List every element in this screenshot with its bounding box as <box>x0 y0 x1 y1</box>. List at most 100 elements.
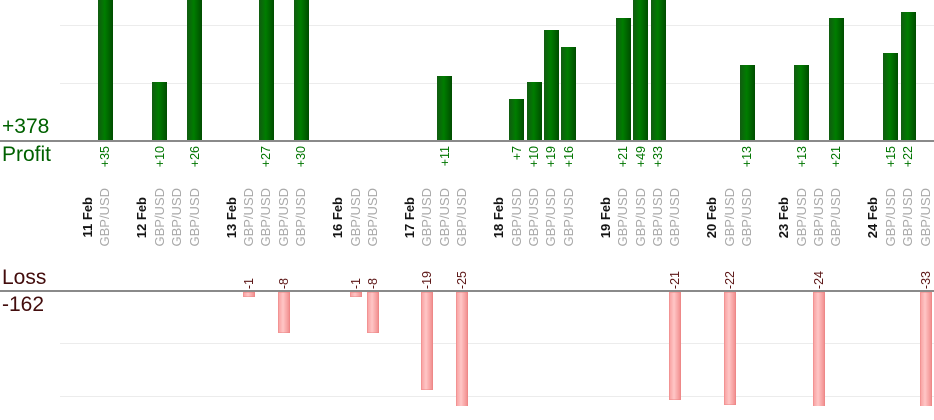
symbol-label-slot: GBP/USD <box>827 185 845 250</box>
symbol-label: GBP/USD <box>169 188 185 247</box>
profit-bar <box>437 76 453 140</box>
loss-bar <box>813 292 825 406</box>
symbol-label: GBP/USD <box>419 188 435 247</box>
profit-value-label: +30 <box>294 146 309 168</box>
profit-bar <box>615 18 631 140</box>
date-label: 18 Feb <box>491 196 507 239</box>
symbol-label: GBP/USD <box>454 188 470 247</box>
loss-bar <box>367 292 379 333</box>
date-label-slot: 18 Feb <box>490 185 508 250</box>
symbol-label: GBP/USD <box>241 188 256 247</box>
symbol-label: GBP/USD <box>526 188 541 247</box>
symbol-label: GBP/USD <box>275 188 291 247</box>
loss-value-label: -33 <box>918 270 933 289</box>
profit-axis-line <box>0 140 934 142</box>
profit-bar <box>258 0 274 140</box>
loss-bar <box>277 292 290 333</box>
symbol-label: GBP/USD <box>436 188 452 247</box>
symbol-label: GBP/USD <box>828 188 844 247</box>
loss-total-label: -162 <box>2 293 45 316</box>
symbol-label-slot: GBP/USD <box>542 185 560 250</box>
symbol-label-slot: GBP/USD <box>738 185 756 250</box>
date-label: 24 Feb <box>865 196 881 239</box>
loss-value-label: -21 <box>668 270 683 289</box>
gridline <box>60 343 934 344</box>
symbol-label: GBP/USD <box>793 188 809 247</box>
symbol-label-slot: GBP/USD <box>436 185 454 250</box>
loss-axis-line <box>0 290 934 292</box>
gridline <box>60 25 934 26</box>
loss-bar <box>456 292 469 406</box>
symbol-label-slot: GBP/USD <box>560 185 578 250</box>
profit-value-label: +22 <box>901 146 916 168</box>
symbol-label-slot: GBP/USD <box>882 185 900 250</box>
date-label-slot: 13 Feb <box>223 185 241 250</box>
profit-bar <box>509 99 525 140</box>
symbol-label: GBP/USD <box>543 188 559 247</box>
loss-bar <box>919 292 932 406</box>
symbol-label: GBP/USD <box>97 188 113 247</box>
loss-bar <box>669 292 682 400</box>
symbol-label-slot: GBP/USD <box>347 185 365 250</box>
symbol-label-slot: GBP/USD <box>793 185 811 250</box>
symbol-label-slot: GBP/USD <box>257 185 275 250</box>
date-label-slot: 23 Feb <box>775 185 793 250</box>
date-label: 19 Feb <box>597 196 613 239</box>
symbol-label-slot: GBP/USD <box>721 185 739 250</box>
profit-value-label: +21 <box>616 146 631 168</box>
profit-bar <box>794 65 810 140</box>
profit-value-label: +35 <box>98 146 113 168</box>
profit-bar <box>900 12 916 140</box>
date-label-slot: 24 Feb <box>864 185 882 250</box>
profit-value-label: +10 <box>152 146 167 168</box>
profit-value-label: +15 <box>883 146 898 168</box>
symbol-label: GBP/USD <box>739 188 755 247</box>
loss-bar <box>421 292 434 390</box>
profit-bar <box>97 0 113 140</box>
symbol-label-slot: GBP/USD <box>614 185 632 250</box>
date-label-slot: 16 Feb <box>329 185 347 250</box>
symbol-label: GBP/USD <box>151 188 167 247</box>
symbol-label-slot: GBP/USD <box>666 185 684 250</box>
symbol-label-slot: GBP/USD <box>899 185 917 250</box>
symbol-label-slot: GBP/USD <box>810 185 828 250</box>
date-label: 17 Feb <box>402 196 417 239</box>
profit-plot-area <box>0 0 934 140</box>
date-label-slot: 11 Feb <box>79 185 97 250</box>
symbol-label-slot: GBP/USD <box>292 185 310 250</box>
date-label: 11 Feb <box>80 197 95 238</box>
profit-value-label: +19 <box>544 146 559 168</box>
loss-value-label: -1 <box>242 277 256 289</box>
symbol-label: GBP/USD <box>560 188 576 247</box>
symbol-label-slot: GBP/USD <box>168 185 186 250</box>
symbol-label: GBP/USD <box>347 188 363 247</box>
symbol-label-slot: GBP/USD <box>525 185 543 250</box>
loss-bar <box>723 292 736 405</box>
date-label-slot: 17 Feb <box>401 185 419 250</box>
symbol-label-slot: GBP/USD <box>275 185 293 250</box>
profit-bar <box>526 82 542 140</box>
profit-bar <box>187 0 203 140</box>
profit-value-label: +13 <box>794 146 809 168</box>
symbol-label: GBP/USD <box>811 188 826 247</box>
date-label-slot: 12 Feb <box>133 185 151 250</box>
profit-value-label: +16 <box>561 146 576 168</box>
loss-bar <box>349 292 362 297</box>
gridline <box>60 396 934 397</box>
symbol-label-slot: GBP/USD <box>186 185 204 250</box>
profit-axis-title: Profit <box>2 143 52 166</box>
symbol-label-slot: GBP/USD <box>151 185 169 250</box>
profit-value-label: +13 <box>740 146 755 168</box>
symbol-label: GBP/USD <box>508 188 524 247</box>
profit-value-label: +21 <box>829 146 844 168</box>
profit-bar <box>561 47 577 140</box>
symbol-label: GBP/USD <box>632 188 648 247</box>
symbol-label-slot: GBP/USD <box>453 185 471 250</box>
symbol-label: GBP/USD <box>365 188 380 247</box>
date-label-slot: 19 Feb <box>597 185 615 250</box>
loss-value-label: -19 <box>420 270 435 289</box>
symbol-label-slot: GBP/USD <box>632 185 650 250</box>
symbol-label: GBP/USD <box>667 188 683 247</box>
symbol-label: GBP/USD <box>721 188 737 247</box>
